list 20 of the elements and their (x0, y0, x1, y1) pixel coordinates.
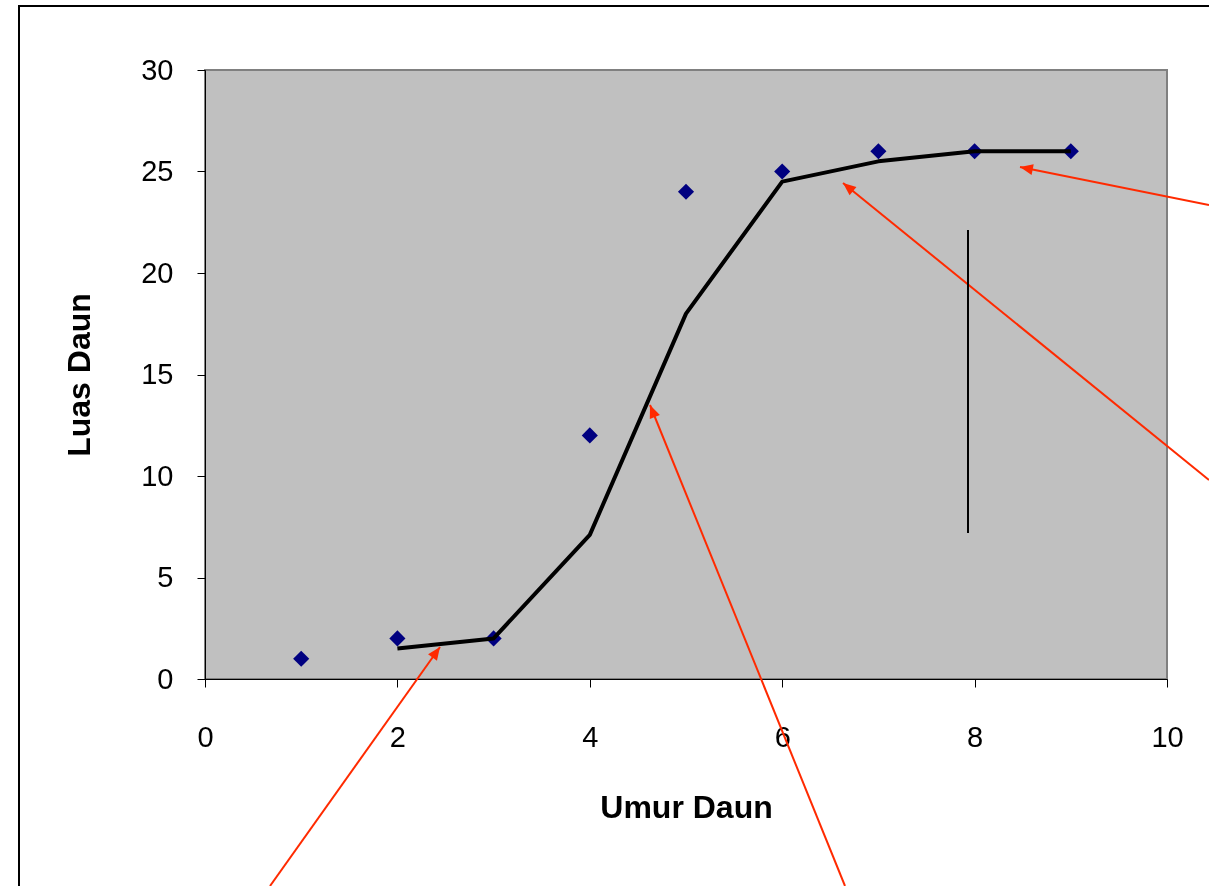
point (677, 183, 695, 200)
point (870, 143, 887, 160)
point (293, 650, 310, 667)
point (774, 163, 791, 180)
y-tick-label: 10 (141, 459, 174, 492)
y-tick-label: 25 (141, 155, 174, 187)
x-tick-label: 10 (1151, 720, 1184, 753)
x-axis-title: Umur Daun (600, 788, 773, 825)
x-tick-label: 8 (967, 720, 984, 753)
y-axis-title: Luas Daun (61, 293, 98, 457)
y-tick-label: 0 (157, 662, 174, 695)
point (389, 630, 406, 647)
y-tick-label: 5 (157, 561, 174, 593)
point (581, 427, 598, 444)
y-tick-label: 15 (141, 358, 174, 390)
x-tick-label: 0 (197, 720, 214, 753)
x-tick-label: 4 (582, 720, 599, 753)
x-tick-label: 2 (389, 720, 406, 753)
y-tick-label: 20 (141, 256, 174, 289)
y-tick-label: 30 (141, 53, 174, 86)
